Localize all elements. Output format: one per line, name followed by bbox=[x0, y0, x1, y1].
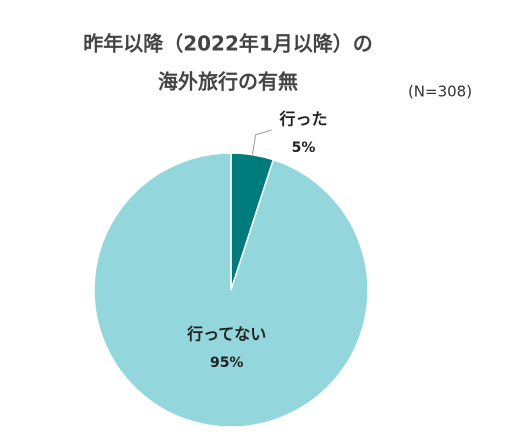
chart-subtitle: (N=308) bbox=[408, 83, 472, 101]
pie-slice bbox=[93, 152, 369, 428]
value-label: 95% bbox=[210, 355, 244, 371]
slice-label: 行ってない bbox=[186, 325, 266, 344]
slice-label: 行った bbox=[279, 109, 328, 128]
leader-line bbox=[251, 129, 272, 155]
chart-title: 昨年以降（2022年1月以降）の bbox=[83, 32, 373, 56]
value-label: 5% bbox=[292, 140, 316, 156]
chart-title: 海外旅行の有無 bbox=[158, 70, 298, 94]
